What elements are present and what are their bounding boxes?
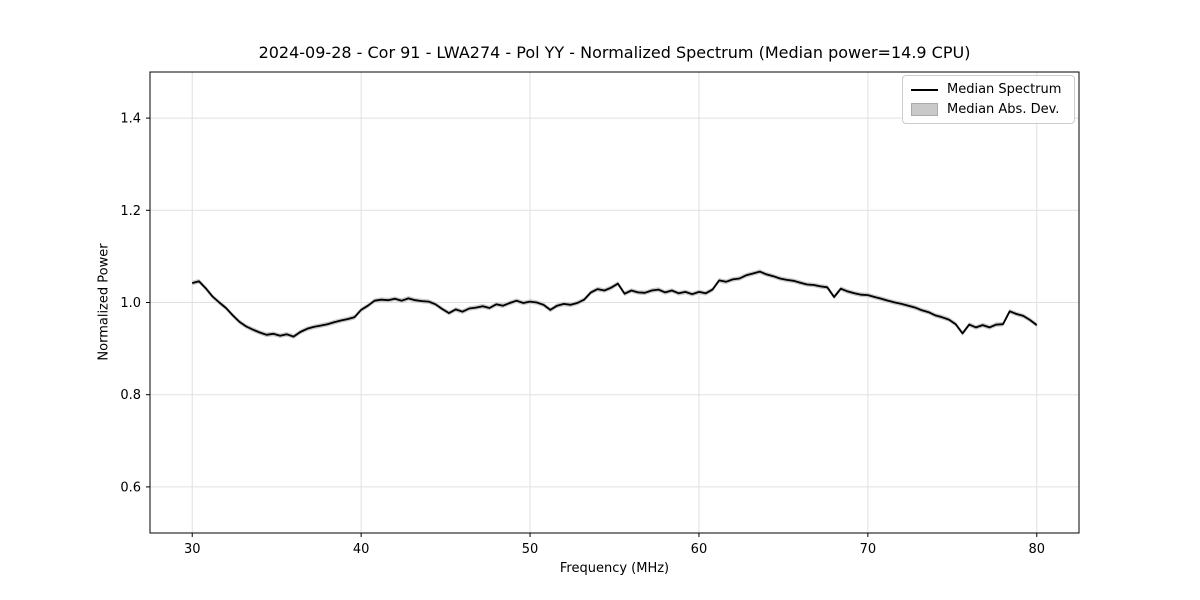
chart-title: 2024-09-28 - Cor 91 - LWA274 - Pol YY - … bbox=[258, 43, 971, 62]
x-tick-label: 80 bbox=[1028, 542, 1045, 557]
x-tick-label: 70 bbox=[860, 542, 877, 557]
legend-label: Median Abs. Dev. bbox=[947, 101, 1060, 117]
mad-band bbox=[192, 269, 1037, 339]
x-tick-label: 40 bbox=[353, 542, 370, 557]
x-tick-label: 50 bbox=[522, 542, 539, 557]
median-spectrum-line bbox=[191, 270, 1038, 338]
x-tick-label: 30 bbox=[184, 542, 201, 557]
y-tick-label: 1.4 bbox=[120, 112, 141, 127]
y-tick-label: 0.6 bbox=[120, 480, 141, 495]
y-axis-label: Normalized Power bbox=[96, 243, 112, 361]
legend-entry-median-abs-dev: Median Abs. Dev. bbox=[911, 102, 1066, 118]
x-axis-label: Frequency (MHz) bbox=[559, 561, 670, 576]
legend-line-swatch bbox=[911, 88, 938, 91]
legend-entry-median-spectrum: Median Spectrum bbox=[911, 82, 1066, 98]
legend-label: Median Spectrum bbox=[947, 81, 1062, 97]
x-tick-label: 60 bbox=[691, 542, 708, 557]
legend: Median Spectrum Median Abs. Dev. bbox=[902, 75, 1075, 124]
y-tick-label: 0.8 bbox=[120, 388, 141, 403]
y-tick-label: 1.2 bbox=[120, 204, 141, 219]
y-tick-label: 1.0 bbox=[120, 296, 141, 311]
legend-patch-swatch bbox=[911, 103, 938, 116]
